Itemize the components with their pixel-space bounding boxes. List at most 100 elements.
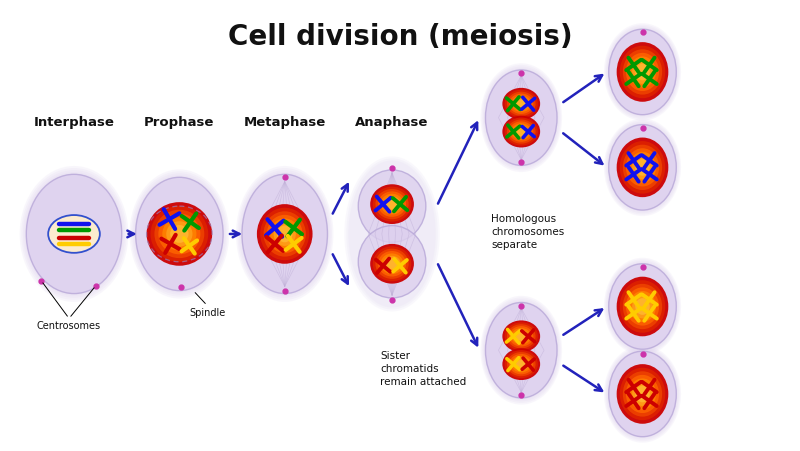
Ellipse shape <box>242 175 327 294</box>
Ellipse shape <box>604 258 681 355</box>
Ellipse shape <box>386 258 398 270</box>
Ellipse shape <box>635 299 650 315</box>
Text: Centrosomes: Centrosomes <box>37 321 101 331</box>
Ellipse shape <box>483 299 559 401</box>
Ellipse shape <box>606 261 678 352</box>
Ellipse shape <box>606 27 678 119</box>
Ellipse shape <box>482 298 561 403</box>
Ellipse shape <box>373 187 411 222</box>
Text: Anaphase: Anaphase <box>355 115 429 129</box>
Ellipse shape <box>502 116 540 148</box>
Ellipse shape <box>626 288 659 326</box>
Ellipse shape <box>509 94 534 115</box>
Ellipse shape <box>514 330 529 343</box>
Ellipse shape <box>617 43 668 102</box>
Text: Metaphase: Metaphase <box>243 115 326 129</box>
Ellipse shape <box>344 157 440 312</box>
Ellipse shape <box>486 303 557 398</box>
Ellipse shape <box>260 208 310 261</box>
Ellipse shape <box>154 210 204 258</box>
Ellipse shape <box>48 216 100 253</box>
Ellipse shape <box>358 226 426 298</box>
Ellipse shape <box>629 291 656 322</box>
Ellipse shape <box>277 226 293 243</box>
Ellipse shape <box>502 321 540 352</box>
Ellipse shape <box>507 92 536 116</box>
Ellipse shape <box>604 345 681 443</box>
Ellipse shape <box>150 207 208 262</box>
Text: Spindle: Spindle <box>189 308 226 318</box>
Ellipse shape <box>170 226 189 243</box>
Ellipse shape <box>238 169 332 300</box>
Ellipse shape <box>241 173 329 296</box>
Ellipse shape <box>505 350 538 378</box>
Ellipse shape <box>605 347 680 441</box>
Ellipse shape <box>609 125 676 211</box>
Ellipse shape <box>375 189 409 220</box>
Ellipse shape <box>511 96 531 113</box>
Ellipse shape <box>626 375 659 413</box>
Ellipse shape <box>605 260 680 354</box>
Ellipse shape <box>257 205 313 264</box>
Text: Homologous
chromosomes
separate: Homologous chromosomes separate <box>491 213 565 249</box>
Ellipse shape <box>162 218 197 251</box>
Ellipse shape <box>620 368 666 420</box>
Ellipse shape <box>606 122 678 214</box>
Ellipse shape <box>607 350 678 438</box>
Ellipse shape <box>516 128 526 137</box>
Ellipse shape <box>511 124 531 141</box>
Ellipse shape <box>481 296 562 405</box>
Ellipse shape <box>629 152 656 184</box>
Ellipse shape <box>267 216 302 253</box>
Ellipse shape <box>236 166 334 302</box>
Ellipse shape <box>605 121 680 215</box>
Ellipse shape <box>482 66 561 171</box>
Ellipse shape <box>486 71 557 166</box>
Ellipse shape <box>607 124 678 212</box>
Ellipse shape <box>635 160 650 176</box>
Ellipse shape <box>502 349 540 380</box>
Text: Sister
chromatids
remain attached: Sister chromatids remain attached <box>380 350 466 387</box>
Ellipse shape <box>629 378 656 410</box>
Ellipse shape <box>620 142 666 194</box>
Text: Prophase: Prophase <box>144 115 214 129</box>
Ellipse shape <box>381 194 403 215</box>
Ellipse shape <box>632 156 653 180</box>
Ellipse shape <box>20 166 128 302</box>
Ellipse shape <box>632 295 653 319</box>
Ellipse shape <box>507 325 536 349</box>
Text: Interphase: Interphase <box>34 115 114 129</box>
Ellipse shape <box>505 91 538 119</box>
Ellipse shape <box>22 169 126 300</box>
Ellipse shape <box>383 197 401 212</box>
Ellipse shape <box>134 176 225 293</box>
Ellipse shape <box>133 174 226 295</box>
Ellipse shape <box>623 145 662 191</box>
Ellipse shape <box>617 138 668 198</box>
Ellipse shape <box>481 64 562 173</box>
Ellipse shape <box>609 30 676 115</box>
Ellipse shape <box>509 122 534 143</box>
Ellipse shape <box>617 277 668 336</box>
Ellipse shape <box>23 171 125 298</box>
Ellipse shape <box>635 386 650 402</box>
Ellipse shape <box>507 120 536 144</box>
Ellipse shape <box>511 328 531 345</box>
Ellipse shape <box>514 98 529 111</box>
Ellipse shape <box>609 351 676 437</box>
Ellipse shape <box>370 244 414 284</box>
Ellipse shape <box>626 54 659 92</box>
Ellipse shape <box>378 252 406 277</box>
Ellipse shape <box>270 219 299 250</box>
Ellipse shape <box>130 170 230 299</box>
Ellipse shape <box>607 29 678 117</box>
Ellipse shape <box>166 222 193 247</box>
Ellipse shape <box>604 24 681 121</box>
Ellipse shape <box>346 159 438 310</box>
Ellipse shape <box>502 89 540 120</box>
Ellipse shape <box>274 222 296 246</box>
Ellipse shape <box>383 256 401 272</box>
Ellipse shape <box>605 26 680 120</box>
Ellipse shape <box>623 284 662 329</box>
Ellipse shape <box>483 68 559 169</box>
